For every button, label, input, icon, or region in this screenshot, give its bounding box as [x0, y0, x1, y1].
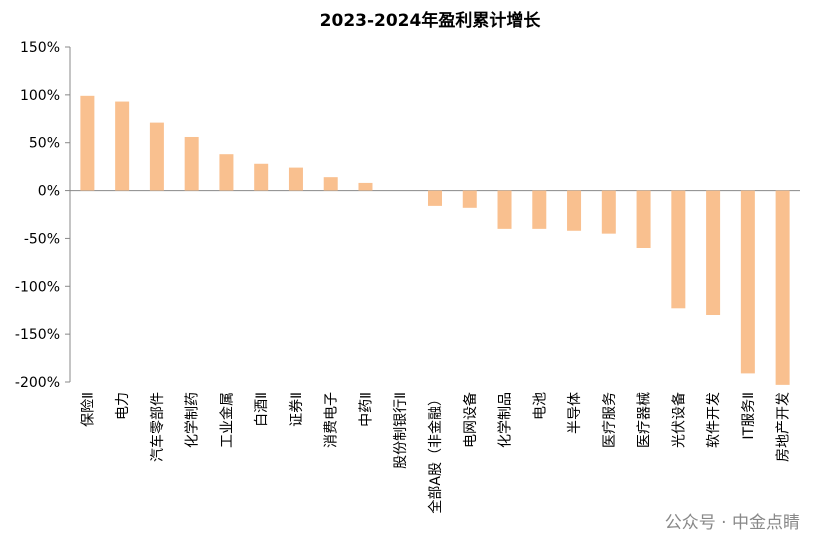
bar: [219, 154, 234, 191]
bar: [671, 190, 686, 309]
bar: [740, 190, 755, 374]
y-tick-label: 100%: [20, 88, 60, 104]
x-tick-label: 全部A股（非金融）: [427, 392, 444, 514]
x-tick-label: 股份制银行Ⅱ: [393, 392, 409, 469]
bar: [428, 190, 442, 206]
x-tick-label: 房地产开发: [776, 392, 792, 462]
bar: [462, 190, 477, 208]
watermark: 公众号 · 中金点睛: [665, 513, 800, 533]
bar: [149, 122, 164, 191]
x-tick-label: 医疗器械: [637, 392, 653, 448]
x-tick-label: 化学制药: [185, 392, 201, 448]
bar: [288, 167, 303, 191]
y-tick-label: -150%: [15, 327, 60, 343]
bar: [115, 101, 130, 191]
bar: [254, 163, 269, 191]
x-tick-label: 半导体: [567, 392, 583, 434]
bar: [775, 190, 790, 385]
y-tick-label: -100%: [15, 279, 60, 295]
bar: [636, 190, 651, 248]
x-tick-label: 证券Ⅱ: [289, 392, 305, 427]
x-tick-label: 保险Ⅱ: [80, 392, 96, 427]
x-tick-label: 白酒Ⅱ: [254, 392, 270, 427]
x-tick-label: 电池: [532, 392, 548, 420]
x-tick-label: 工业金属: [219, 392, 235, 448]
x-tick-label: 汽车零部件: [149, 392, 166, 462]
x-tick-label: 化学制品: [498, 392, 514, 448]
bar: [323, 177, 338, 191]
bar: [80, 95, 95, 191]
bar: [706, 190, 721, 315]
y-tick-label: -200%: [15, 375, 60, 391]
x-tick-label: 软件开发: [706, 392, 722, 448]
bar: [358, 182, 373, 191]
bar: [497, 190, 512, 229]
x-tick-label: IT服务Ⅱ: [741, 392, 757, 440]
bar: [184, 136, 199, 191]
y-tick-label: 50%: [29, 136, 60, 152]
y-tick-label: 0%: [38, 184, 60, 200]
x-tick-label: 光伏设备: [670, 392, 687, 448]
x-tick-label: 消费电子: [324, 392, 340, 448]
bar: [532, 190, 547, 229]
y-tick-label: 150%: [20, 40, 60, 56]
x-tick-label: 医疗服务: [602, 392, 618, 448]
chart-title: 2023-2024年盈利累计增长: [320, 10, 542, 31]
y-tick-label: -50%: [24, 231, 60, 247]
bar: [601, 190, 616, 234]
x-tick-label: 电力: [115, 392, 131, 420]
x-tick-label: 中药Ⅱ: [358, 392, 374, 427]
bar: [567, 190, 582, 231]
x-tick-label: 电网设备: [462, 392, 479, 448]
